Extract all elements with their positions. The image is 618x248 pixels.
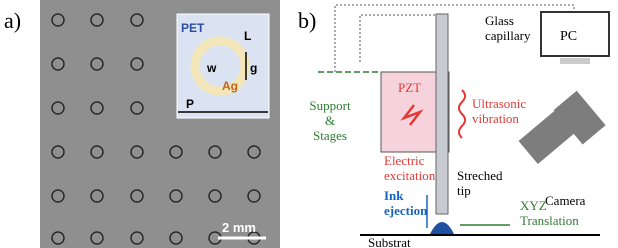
text-line: capillary bbox=[485, 28, 531, 43]
scale-text: 2 mm bbox=[222, 220, 256, 235]
text-line: excitation bbox=[384, 168, 436, 183]
label: Camera bbox=[545, 193, 586, 208]
panel-label: a) bbox=[4, 8, 21, 33]
text-line: XYZ bbox=[520, 198, 547, 213]
label: PZT bbox=[398, 80, 421, 95]
text-line: & bbox=[325, 113, 335, 128]
inset-text: P bbox=[186, 97, 194, 111]
droplet bbox=[430, 222, 454, 234]
text-line: Streched bbox=[457, 168, 503, 183]
text-line: Stages bbox=[313, 128, 347, 143]
text-line: Ink bbox=[384, 188, 404, 203]
label: PC bbox=[560, 29, 577, 44]
label: Substrat bbox=[368, 235, 411, 248]
inset-text: g bbox=[250, 61, 257, 75]
inset: PET L w g Ag P bbox=[177, 14, 269, 118]
vibration-wave bbox=[459, 90, 465, 138]
text-line: Translation bbox=[520, 213, 579, 228]
text-line: Glass bbox=[485, 13, 514, 28]
label: Support&Stages bbox=[309, 98, 351, 143]
inset-text: PET bbox=[181, 21, 205, 35]
capillary bbox=[436, 14, 448, 214]
inset-text: L bbox=[244, 29, 251, 43]
inset-text: w bbox=[206, 61, 217, 75]
camera bbox=[519, 91, 606, 164]
text-line: tip bbox=[457, 183, 471, 198]
text-line: ejection bbox=[384, 203, 428, 218]
inset-text: Ag bbox=[222, 79, 238, 93]
figure: a) PET L w g Ag P 2 mm b) PC Glasscapill… bbox=[0, 0, 618, 248]
text-line: Electric bbox=[384, 153, 425, 168]
text-line: Support bbox=[309, 98, 351, 113]
text-line: vibration bbox=[472, 111, 519, 126]
wires bbox=[335, 5, 574, 72]
text-line: Ultrasonic bbox=[472, 96, 526, 111]
pc-stand bbox=[560, 58, 590, 64]
panel-label: b) bbox=[298, 8, 316, 33]
